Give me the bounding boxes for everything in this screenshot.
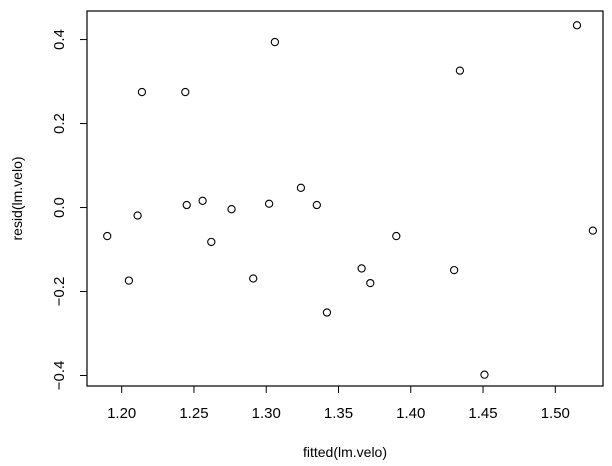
x-axis: 1.20 1.25 1.30 1.35 1.40 1.45 1.50 [107, 385, 570, 422]
data-point [296, 183, 306, 192]
x-tick-label: 1.50 [541, 405, 570, 422]
data-point [264, 199, 274, 208]
x-tick-label: 1.40 [396, 405, 425, 422]
data-point [133, 211, 142, 220]
data-point [366, 278, 375, 288]
data-point [572, 21, 582, 30]
data-point [480, 370, 489, 379]
y-tick-label: −0.4 [51, 361, 68, 391]
y-axis-title: resid(lm.velo) [9, 156, 25, 240]
data-point [137, 87, 147, 97]
data-point [357, 264, 366, 273]
data-point [322, 308, 332, 317]
x-tick-label: 1.35 [324, 405, 353, 422]
y-axis: −0.4 −0.2 0.0 0.2 0.4 [51, 29, 88, 391]
data-point [227, 205, 236, 214]
x-axis-title: fitted(lm.velo) [303, 444, 387, 460]
data-point [392, 231, 401, 241]
data-point [449, 265, 459, 275]
data-point [103, 231, 112, 241]
data-point [181, 87, 190, 97]
data-point [312, 200, 321, 210]
data-point [182, 200, 191, 210]
y-tick-label: −0.2 [51, 277, 68, 307]
data-point [198, 196, 207, 205]
data-points [103, 21, 598, 379]
y-tick-label: 0.2 [51, 113, 68, 134]
y-tick-label: 0.4 [51, 29, 68, 50]
data-point [124, 276, 134, 285]
data-point [249, 274, 258, 283]
data-point [270, 37, 280, 47]
data-point [588, 226, 598, 235]
x-tick-label: 1.20 [107, 405, 136, 422]
data-point [207, 237, 216, 247]
x-tick-label: 1.25 [179, 405, 208, 422]
plot-frame [86, 10, 604, 387]
data-point [455, 66, 465, 75]
x-tick-label: 1.30 [252, 405, 281, 422]
x-tick-label: 1.45 [468, 405, 497, 422]
y-tick-label: 0.0 [51, 197, 68, 218]
